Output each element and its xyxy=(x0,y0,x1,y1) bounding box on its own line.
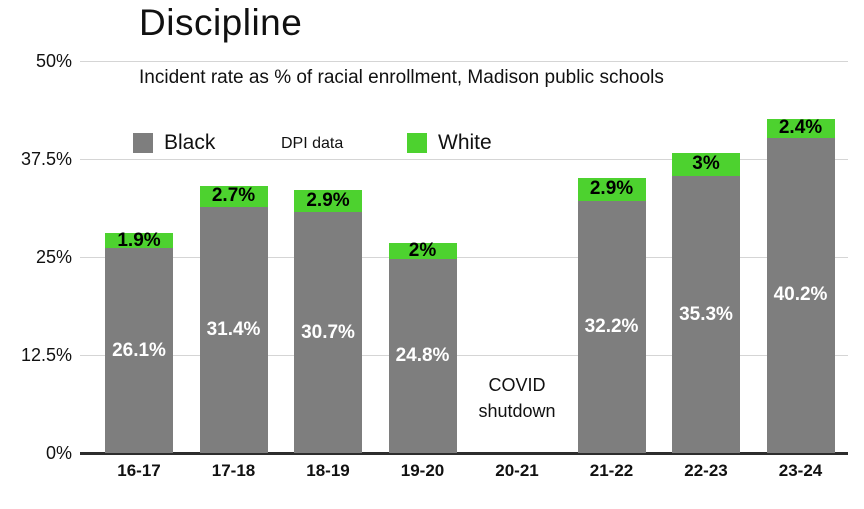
x-tick-label-18-19: 18-19 xyxy=(306,461,350,480)
y-tick-label: 37.5% xyxy=(20,149,72,169)
bar-segment-black-16-17: 26.1% xyxy=(105,248,173,453)
bar-segment-black-17-18: 31.4% xyxy=(199,206,268,453)
bar-segment-black-18-19: 30.7% xyxy=(294,212,362,453)
legend-swatch-white-icon xyxy=(407,133,427,153)
bar-segment-white-23-24: 2.4% xyxy=(766,117,835,138)
chart-subtitle: Incident rate as % of racial enrollment,… xyxy=(139,67,664,88)
bar-22-23: 3% 35.3% xyxy=(672,152,740,453)
y-tick-label: 12.5% xyxy=(20,345,72,365)
bar-segment-white-18-19: 2.9% xyxy=(294,189,362,213)
y-tick-label: 50% xyxy=(35,51,72,71)
bar-segment-white-22-23: 3% xyxy=(672,152,740,177)
bar-segment-black-23-24: 40.2% xyxy=(766,137,835,453)
legend-label-black: Black xyxy=(164,131,216,154)
bar-segment-white-17-18: 2.7% xyxy=(199,185,268,207)
x-axis-line xyxy=(80,452,848,455)
covid-annotation: COVID shutdown xyxy=(442,372,592,424)
legend-note-dpi-data: DPI data xyxy=(281,135,344,152)
bar-19-20: 2% 24.8% xyxy=(388,240,457,453)
legend-label-white: White xyxy=(438,131,492,154)
bar-18-19: 2.9% 30.7% xyxy=(294,189,362,453)
bar-16-17: 1.9% 26.1% xyxy=(105,230,173,453)
legend-item-black: Black xyxy=(133,131,215,155)
legend-swatch-black-icon xyxy=(133,133,153,153)
bar-segment-white-21-22: 2.9% xyxy=(577,177,646,201)
y-tick-label: 25% xyxy=(35,247,72,267)
bar-segment-black-19-20: 24.8% xyxy=(388,258,457,453)
chart-title: Discipline xyxy=(139,2,303,43)
bar-segment-white-19-20: 2% xyxy=(388,240,457,261)
bar-segment-white-16-17: 1.9% xyxy=(105,230,173,251)
x-tick-label-16-17: 16-17 xyxy=(117,461,161,480)
x-tick-label-23-24: 23-24 xyxy=(778,461,823,480)
gridline-25% xyxy=(80,257,848,258)
x-tick-label-17-18: 17-18 xyxy=(211,461,256,480)
bar-23-24: 2.4% 40.2% xyxy=(766,117,835,453)
covid-annotation-line1: COVID xyxy=(488,375,546,395)
bar-segment-black-22-23: 35.3% xyxy=(672,176,740,453)
bar-21-22: 2.9% 32.2% xyxy=(577,177,646,453)
x-tick-label-20-21: 20-21 xyxy=(495,461,539,480)
gridline-50% xyxy=(80,61,848,62)
x-tick-label-21-22: 21-22 xyxy=(589,461,634,480)
covid-annotation-line2: shutdown xyxy=(478,401,556,421)
gridline-12.5% xyxy=(80,355,848,356)
x-tick-label-19-20: 19-20 xyxy=(400,461,445,480)
bar-segment-black-21-22: 32.2% xyxy=(577,200,646,453)
legend-item-white: White xyxy=(407,131,492,155)
bar-17-18: 2.7% 31.4% xyxy=(199,185,268,453)
gridline-37.5% xyxy=(80,159,848,160)
x-tick-label-22-23: 22-23 xyxy=(684,461,728,480)
y-tick-label: 0% xyxy=(45,443,72,463)
